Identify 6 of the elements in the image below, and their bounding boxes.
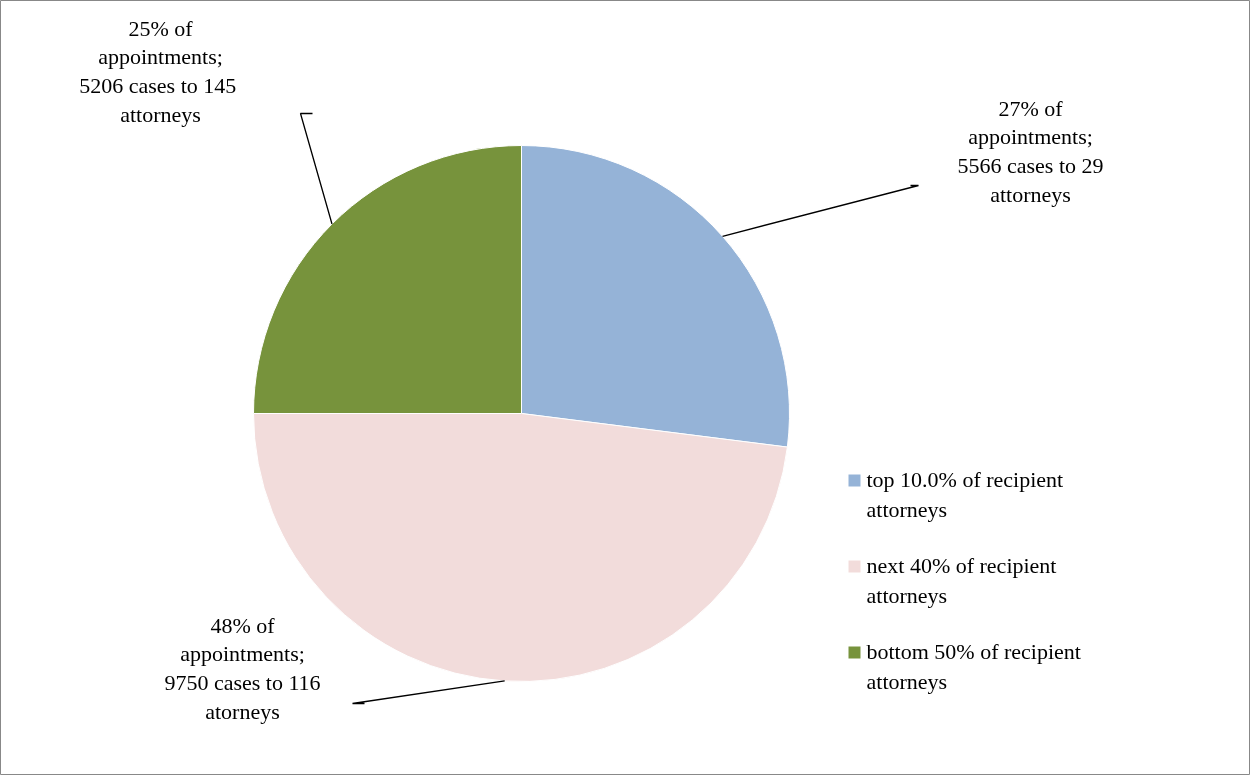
data-label: 27% of appointments; 5566 cases to 29 attorneys <box>957 95 1104 207</box>
legend-label: bottom 50% of recipient attorneys <box>866 638 1081 694</box>
legend-label: next 40% of recipient attorneys <box>866 552 1057 608</box>
data-label: 25% of appointments; 5206 cases to 145 attorneys <box>79 15 237 127</box>
data-label: 48% of appointments; 9750 cases to 116 atorneys <box>164 612 321 724</box>
legend-label: top 10.0% of recipient attorneys <box>866 466 1064 522</box>
